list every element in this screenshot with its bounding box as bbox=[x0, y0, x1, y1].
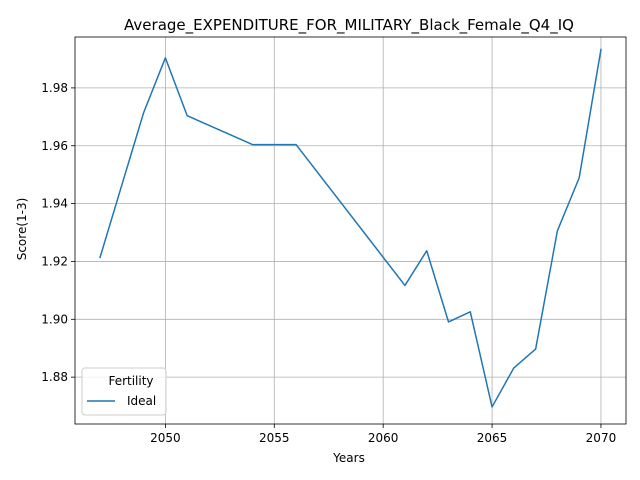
y-axis-label: Score(1-3) bbox=[15, 198, 29, 261]
series-layer bbox=[99, 48, 602, 408]
legend-label-ideal: Ideal bbox=[127, 394, 156, 408]
plot-frame bbox=[74, 36, 627, 425]
x-axis-label: Years bbox=[332, 451, 365, 465]
x-tick-label-2055: 2055 bbox=[259, 431, 290, 445]
x-tick-label-2070: 2070 bbox=[586, 431, 617, 445]
chart-title: Average_EXPENDITURE_FOR_MILITARY_Black_F… bbox=[124, 16, 574, 35]
y-tick-label-1.94: 1.94 bbox=[41, 197, 68, 211]
legend-title: Fertility bbox=[108, 374, 153, 388]
x-tick-label-2050: 2050 bbox=[150, 431, 181, 445]
axes-layer: 2050 2055 2060 2065 2070 1.88 1.90 1.92 1.94 1.96… bbox=[41, 36, 627, 445]
x-tick-label-2065: 2065 bbox=[477, 431, 508, 445]
legend-frame bbox=[81, 367, 167, 416]
y-tick-label-1.90: 1.90 bbox=[41, 312, 68, 326]
y-tick-label-1.88: 1.88 bbox=[41, 370, 68, 384]
series-line-ideal bbox=[99, 48, 602, 408]
y-tick-label-1.96: 1.96 bbox=[41, 139, 68, 153]
y-tick-label-1.92: 1.92 bbox=[41, 254, 68, 268]
grid-lines bbox=[75, 37, 626, 424]
y-tick-label-1.98: 1.98 bbox=[41, 81, 68, 95]
x-tick-label-2060: 2060 bbox=[368, 431, 399, 445]
legend: Fertility Ideal bbox=[81, 367, 167, 416]
